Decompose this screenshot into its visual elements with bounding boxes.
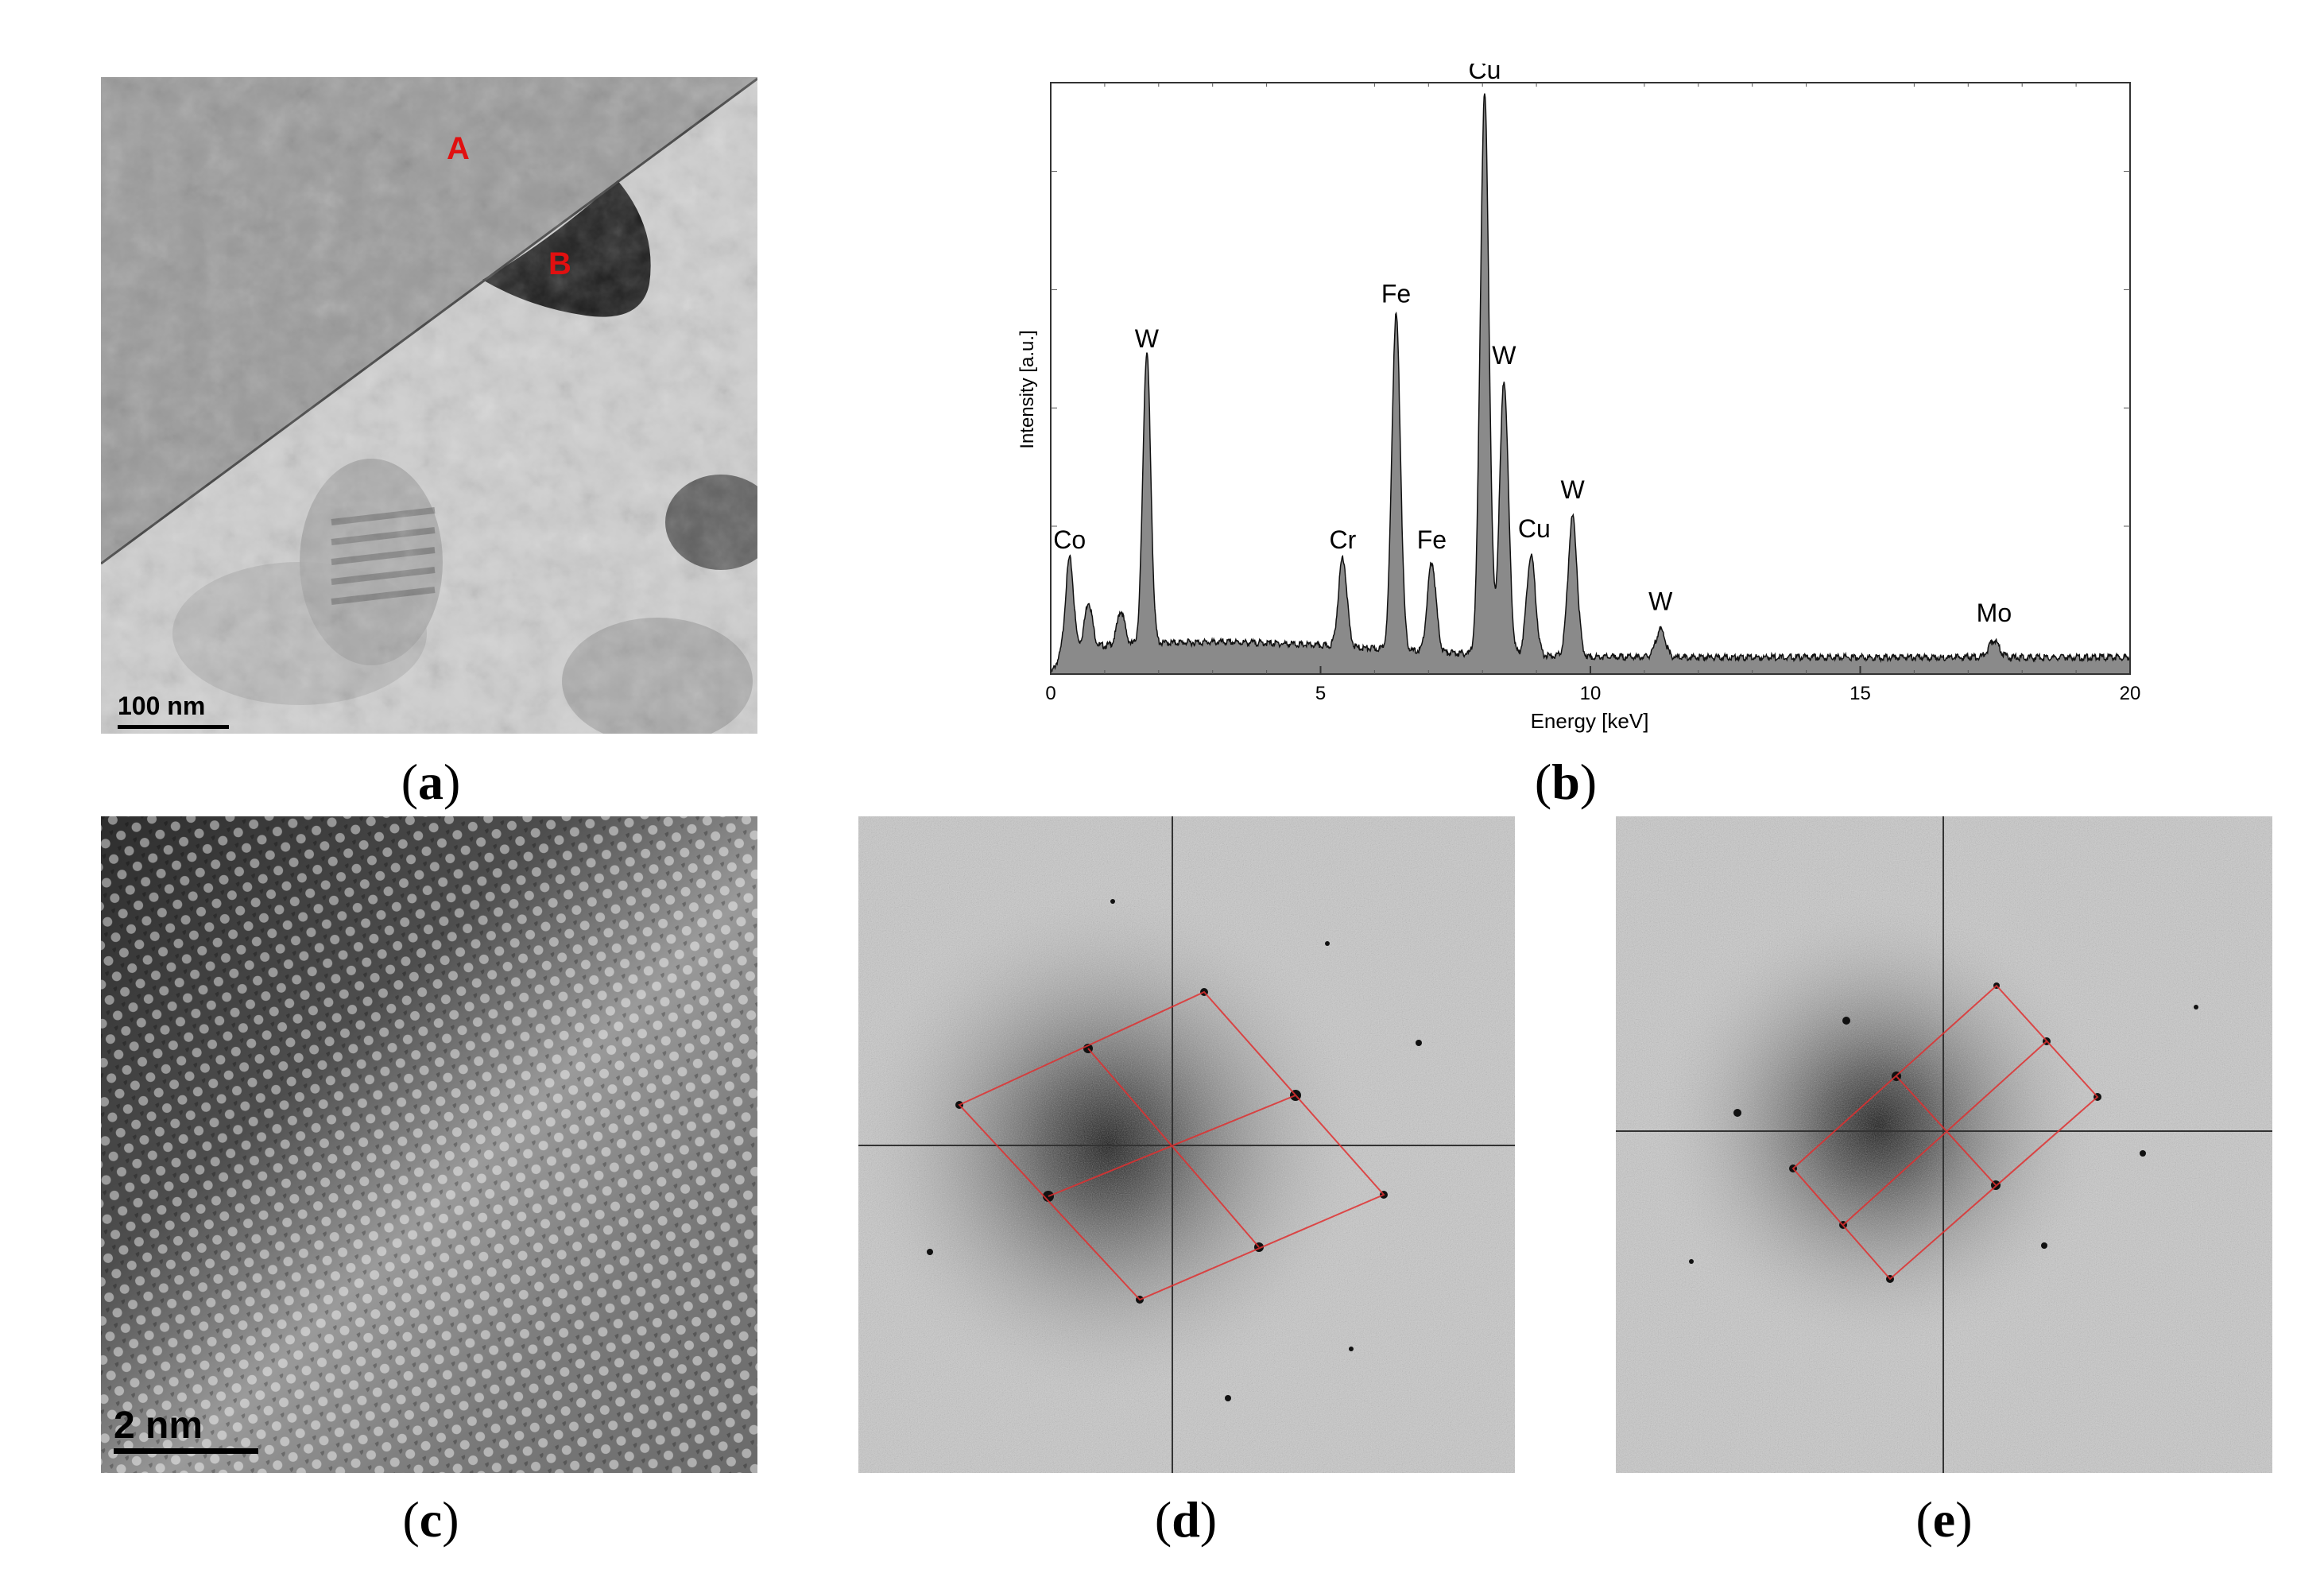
- caption-d: (d): [1154, 1491, 1218, 1548]
- caption-e-letter: e: [1932, 1491, 1956, 1548]
- scale-bar-a-label: 100 nm: [118, 692, 206, 720]
- x-tick-label-3: 15: [1850, 683, 1871, 704]
- plot-frame: [1050, 82, 2131, 675]
- peak-label-w-10: W: [1560, 475, 1585, 504]
- caption-b-letter: b: [1551, 754, 1580, 810]
- caption-c: (c): [402, 1491, 459, 1548]
- scale-bar-c: [114, 1448, 258, 1454]
- caption-c-letter: c: [419, 1491, 443, 1548]
- peak-label-mo-12: Mo: [1977, 599, 2012, 627]
- scale-bar-a: [118, 725, 229, 729]
- caption-e: (e): [1915, 1491, 1973, 1548]
- x-tick-label-4: 20: [2120, 683, 2141, 704]
- x-tick-label-2: 10: [1580, 683, 1602, 704]
- peak-label-w-3: W: [1135, 324, 1160, 353]
- spectrum-series: [1050, 93, 2131, 675]
- y-axis-label: Intensity [a.u.]: [1017, 330, 1038, 448]
- caption-d-letter: d: [1172, 1491, 1200, 1548]
- x-tick-label-0: 0: [1045, 683, 1055, 704]
- peak-label-w-11: W: [1648, 587, 1673, 616]
- caption-a-letter: a: [418, 754, 443, 810]
- peak-label-fe-5: Fe: [1381, 279, 1411, 308]
- peak-label-cu-7: Cu: [1468, 64, 1501, 84]
- marker-b: B: [548, 246, 571, 281]
- panel-e-fft-pattern: [1616, 816, 2272, 1473]
- x-axis-label: Energy [keV]: [1531, 709, 1649, 733]
- panel-b-edx-spectrum: 0 5 10 15 20 Co W Cr Fe Fe Cu W Cu W W Mo Energy [keV] …: [1001, 64, 2162, 747]
- caption-b: (b): [1534, 754, 1598, 810]
- caption-a: (a): [401, 754, 461, 810]
- peak-label-cr-4: Cr: [1329, 525, 1356, 554]
- peak-label-cu-9: Cu: [1518, 514, 1551, 543]
- x-tick-label-1: 5: [1315, 683, 1326, 704]
- panel-a-tem-image: [101, 77, 757, 734]
- peak-label-fe-6: Fe: [1417, 525, 1447, 554]
- peak-label-co-0: Co: [1053, 525, 1086, 554]
- panel-c-hrtem-image: [101, 816, 757, 1473]
- spectrum-plot-layer: 0 5 10 15 20 Co W Cr Fe Fe Cu W Cu W W Mo: [1045, 64, 2140, 704]
- peak-label-w-8: W: [1492, 341, 1516, 370]
- scale-bar-c-label: 2 nm: [114, 1405, 203, 1447]
- marker-a: A: [447, 131, 470, 166]
- panel-d-fft-pattern: [858, 816, 1515, 1473]
